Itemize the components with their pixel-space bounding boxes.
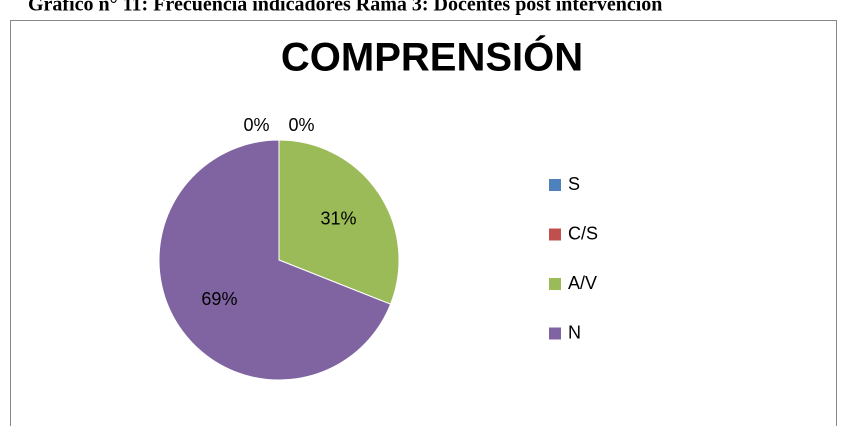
legend-label: A/V — [568, 273, 597, 293]
legend-swatch — [549, 278, 561, 290]
data-label: 31% — [321, 208, 357, 228]
legend-swatch — [549, 228, 561, 241]
legend-label: S — [568, 174, 580, 194]
chart-title: COMPRENSIÓN — [281, 34, 583, 80]
legend-swatch — [549, 179, 561, 191]
legend-label: C/S — [568, 223, 598, 243]
legend-swatch — [549, 327, 561, 340]
data-label: 0% — [288, 115, 314, 135]
pie-slice — [278, 139, 400, 305]
pie-slice — [158, 139, 392, 381]
chart-frame — [10, 20, 837, 426]
legend-label: N — [568, 322, 581, 342]
data-label: 0% — [243, 115, 269, 135]
data-label: 69% — [201, 289, 237, 309]
caption: Gráfico n° 11: Frecuencia indicadores Ra… — [28, 0, 662, 16]
